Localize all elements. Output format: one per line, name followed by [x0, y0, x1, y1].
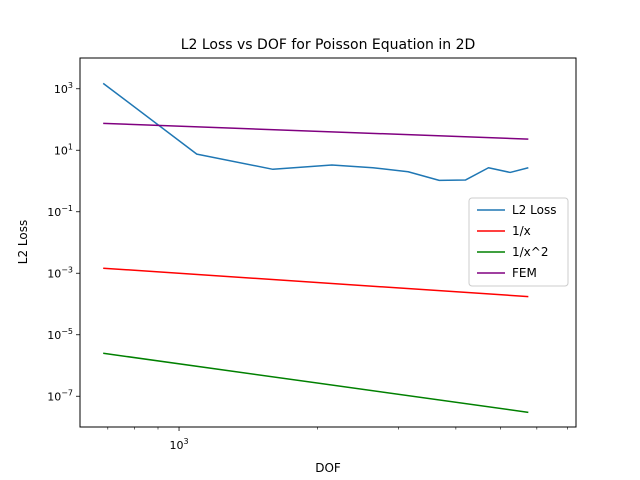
- y-tick-label: 10−5: [47, 327, 73, 342]
- legend-box: [468, 197, 569, 287]
- legend-label: 1/x^2: [512, 245, 548, 259]
- legend-label: FEM: [512, 266, 537, 280]
- legend: L2 Loss 1/x 1/x^2 FEM: [468, 197, 569, 287]
- y-axis-ticks: 10−7 10−5 10−3 10−1 101 103: [47, 81, 80, 403]
- x-axis-label: DOF: [315, 461, 341, 475]
- x-tick-label: 103: [169, 437, 188, 452]
- series-line-1-x-2: [103, 352, 529, 414]
- plot-frame: [79, 57, 577, 428]
- series-layer: [102, 82, 529, 414]
- y-axis-label: L2 Loss: [16, 220, 30, 264]
- y-tick-label: 10−1: [47, 204, 73, 219]
- y-tick-label: 10−7: [47, 388, 73, 403]
- y-tick-label: 101: [54, 142, 73, 157]
- legend-label: 1/x: [512, 224, 531, 238]
- chart-title: L2 Loss vs DOF for Poisson Equation in 2…: [181, 37, 476, 53]
- x-axis-ticks: 103: [107, 427, 568, 452]
- y-tick-label: 103: [54, 81, 73, 96]
- legend-label: L2 Loss: [512, 203, 556, 217]
- series-line-l2-loss: [102, 82, 529, 182]
- series-line-1-x: [103, 267, 529, 298]
- series-line-fem: [103, 122, 529, 140]
- y-tick-label: 10−3: [47, 265, 73, 280]
